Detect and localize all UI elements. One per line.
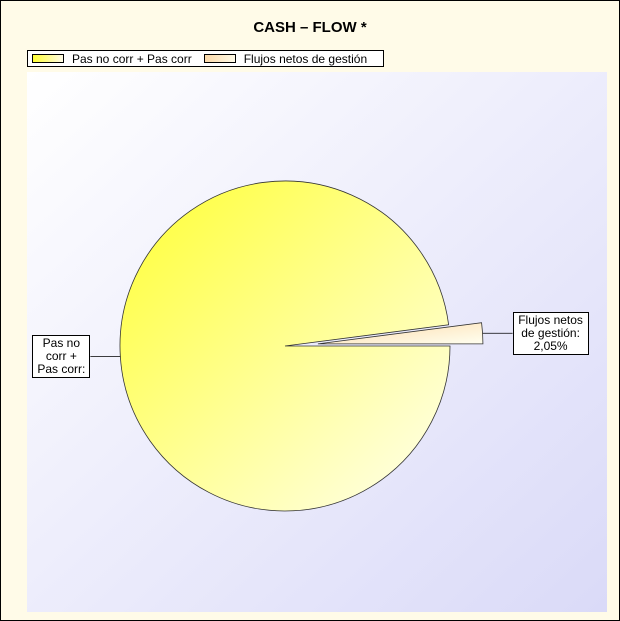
legend: Pas no corr + Pas corr Flujos netos de ge… bbox=[27, 50, 385, 67]
legend-item: Pas no corr + Pas corr bbox=[32, 52, 192, 66]
legend-item: Flujos netos de gestión bbox=[203, 51, 368, 66]
data-label: Pas no corr + Pas corr: bbox=[32, 335, 91, 379]
label-text: Pas no corr + Pas corr: bbox=[37, 336, 86, 377]
pie-slice bbox=[119, 180, 451, 512]
chart-title: CASH – FLOW * bbox=[253, 19, 366, 36]
legend-swatch bbox=[203, 54, 236, 63]
legend-label: Flujos netos de gestión bbox=[243, 51, 368, 66]
value-label: 2,05% bbox=[533, 338, 568, 353]
legend-label: Pas no corr + Pas corr bbox=[72, 51, 192, 66]
data-label: Flujos netos de gestión: 2,05% bbox=[512, 311, 589, 355]
label-text: Flujos netos de gestión: bbox=[518, 312, 583, 340]
legend-swatch bbox=[32, 54, 64, 63]
